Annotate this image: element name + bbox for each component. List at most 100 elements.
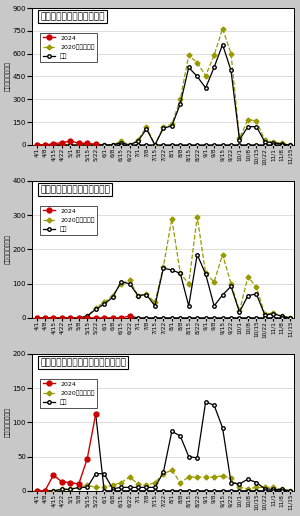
平年: [153, 303, 157, 309]
2024: [43, 488, 47, 494]
2024: [111, 315, 114, 321]
平年: [68, 315, 72, 321]
平年: [94, 471, 98, 477]
平年: [255, 479, 258, 486]
Line: 平年: 平年: [35, 400, 292, 493]
平年: [170, 123, 174, 129]
2024: [52, 315, 55, 321]
2020（多発年）: [102, 299, 106, 305]
2020（多発年）: [52, 142, 55, 148]
平年: [35, 488, 38, 494]
平年: [288, 488, 292, 494]
平年: [204, 399, 207, 405]
2024: [35, 488, 38, 494]
平年: [111, 486, 114, 492]
平年: [128, 281, 131, 287]
2020（多発年）: [119, 479, 123, 486]
2020（多発年）: [35, 142, 38, 148]
平年: [153, 485, 157, 491]
2020（多発年）: [204, 474, 207, 480]
2020（多発年）: [145, 482, 148, 489]
Text: 国東市（温州ミカンチーム）: 国東市（温州ミカンチーム）: [40, 185, 110, 194]
2020（多発年）: [229, 475, 233, 481]
2020（多発年）: [60, 142, 64, 148]
2020（多発年）: [229, 281, 233, 287]
平年: [111, 142, 114, 148]
平年: [85, 313, 89, 319]
2020（多発年）: [246, 486, 250, 492]
2020（多発年）: [212, 474, 216, 480]
Y-axis label: （匹／週）誘殺数: （匹／週）誘殺数: [6, 234, 11, 264]
平年: [221, 41, 224, 47]
2020（多発年）: [111, 142, 114, 148]
平年: [280, 141, 284, 147]
平年: [85, 142, 89, 148]
平年: [178, 270, 182, 277]
2020（多発年）: [170, 467, 174, 473]
平年: [145, 126, 148, 132]
2020（多発年）: [272, 310, 275, 316]
平年: [221, 292, 224, 298]
2020（多発年）: [68, 315, 72, 321]
平年: [178, 101, 182, 107]
2024: [43, 142, 47, 148]
平年: [170, 267, 174, 273]
2020（多発年）: [187, 281, 190, 287]
平年: [119, 485, 123, 491]
平年: [43, 488, 47, 494]
Text: 津久見市（カボス・中晩柑チーム）: 津久見市（カボス・中晩柑チーム）: [40, 358, 126, 367]
平年: [85, 485, 89, 491]
平年: [238, 481, 241, 487]
2020（多発年）: [102, 142, 106, 148]
2020（多発年）: [52, 488, 55, 494]
平年: [153, 142, 157, 148]
2024: [94, 315, 98, 321]
2020（多発年）: [263, 137, 267, 143]
2024: [119, 315, 123, 321]
2020（多発年）: [204, 270, 207, 277]
平年: [272, 139, 275, 146]
2020（多発年）: [221, 25, 224, 31]
平年: [195, 455, 199, 461]
2020（多発年）: [255, 118, 258, 124]
2020（多発年）: [170, 121, 174, 127]
2020（多発年）: [280, 313, 284, 319]
2020（多発年）: [204, 73, 207, 79]
平年: [52, 142, 55, 148]
2024: [77, 140, 81, 146]
平年: [272, 486, 275, 492]
2024: [77, 315, 81, 321]
平年: [102, 471, 106, 477]
平年: [195, 73, 199, 79]
平年: [43, 315, 47, 321]
2020（多発年）: [246, 273, 250, 280]
平年: [111, 294, 114, 300]
平年: [119, 279, 123, 285]
2020（多発年）: [246, 117, 250, 123]
2024: [43, 315, 47, 321]
平年: [195, 251, 199, 257]
平年: [255, 291, 258, 297]
平年: [136, 138, 140, 144]
平年: [35, 315, 38, 321]
Line: 2020（多発年）: 2020（多発年）: [35, 469, 292, 493]
2020（多発年）: [43, 488, 47, 494]
2020（多発年）: [77, 315, 81, 321]
平年: [204, 85, 207, 91]
2020（多発年）: [280, 140, 284, 147]
平年: [77, 315, 81, 321]
2020（多発年）: [187, 474, 190, 480]
2020（多発年）: [68, 142, 72, 148]
Line: 平年: 平年: [35, 43, 292, 147]
平年: [212, 303, 216, 309]
2020（多発年）: [212, 52, 216, 58]
2024: [52, 141, 55, 147]
平年: [128, 485, 131, 491]
平年: [229, 479, 233, 486]
2020（多発年）: [119, 138, 123, 144]
平年: [187, 454, 190, 460]
Y-axis label: （匹／週）誘殺数: （匹／週）誘殺数: [6, 407, 11, 438]
平年: [288, 142, 292, 148]
2024: [94, 411, 98, 417]
2024: [85, 140, 89, 147]
